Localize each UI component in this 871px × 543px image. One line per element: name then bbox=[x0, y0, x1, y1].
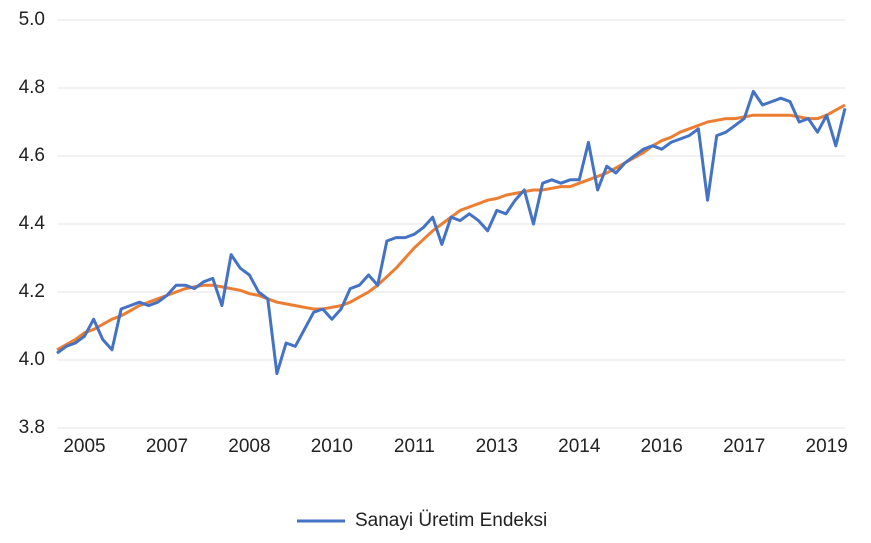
x-tick-label: 2005 bbox=[63, 436, 105, 457]
x-tick-label: 2014 bbox=[558, 436, 601, 457]
y-tick-label: 4.2 bbox=[19, 281, 45, 302]
y-tick-label: 3.8 bbox=[19, 417, 45, 438]
x-tick-label: 2010 bbox=[311, 436, 353, 457]
x-tick-label: 2007 bbox=[146, 436, 188, 457]
x-tick-label: 2013 bbox=[476, 436, 518, 457]
y-tick-label: 4.6 bbox=[19, 145, 45, 166]
y-tick-label: 5.0 bbox=[19, 9, 45, 30]
data-line bbox=[56, 89, 847, 376]
data-line bbox=[56, 103, 846, 352]
y-tick-label: 4.4 bbox=[19, 213, 46, 234]
x-tick-label: 2016 bbox=[641, 436, 683, 457]
x-tick-label: 2017 bbox=[723, 436, 765, 457]
x-tick-label: 2011 bbox=[394, 436, 435, 457]
legend-label: Sanayi Üretim Endeksi bbox=[355, 510, 547, 531]
y-tick-label: 4.0 bbox=[19, 349, 45, 370]
y-tick-label: 4.8 bbox=[19, 77, 45, 98]
x-tick-label: 2019 bbox=[806, 436, 848, 457]
x-tick-label: 2008 bbox=[228, 436, 270, 457]
